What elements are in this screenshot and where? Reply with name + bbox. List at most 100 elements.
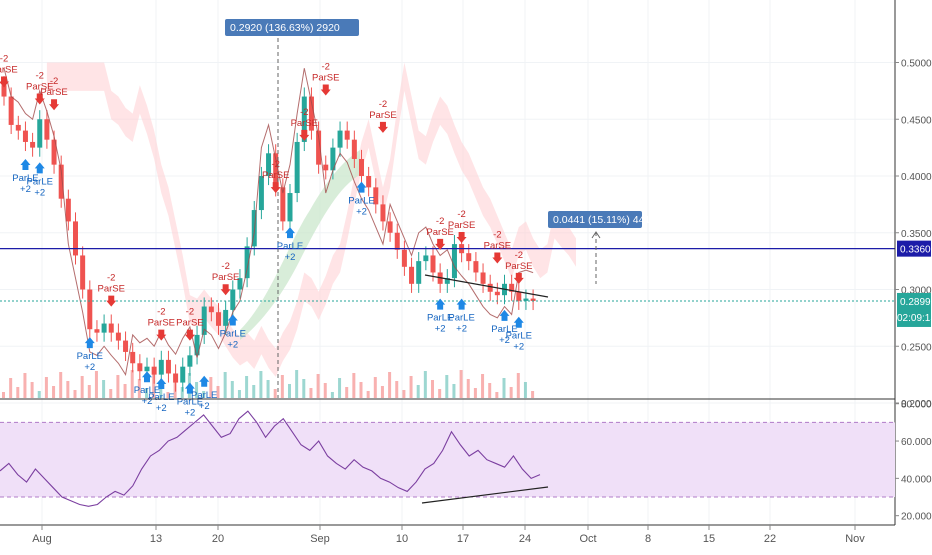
volume-bar: [273, 389, 277, 398]
candle-body: [308, 96, 314, 131]
candle-body: [44, 119, 50, 140]
volume-bar: [445, 375, 449, 398]
volume-bar: [166, 392, 170, 398]
strategy-signals: -2ParSE-2ParSE-2ParSE-2ParSE-2ParSE-2Par…: [0, 54, 533, 419]
volume-bar: [502, 378, 506, 398]
candle-body: [387, 221, 393, 233]
volume-bar: [209, 377, 213, 398]
volume-bar: [416, 385, 420, 398]
volume-bar: [516, 373, 520, 398]
signal-label-name: ParLE: [191, 390, 217, 401]
volume-bar: [59, 372, 63, 398]
candle-body: [466, 253, 472, 262]
volume-bar: [16, 387, 20, 398]
signal-label-name: ParLE: [491, 324, 517, 335]
y-tick-label: 0.2000: [901, 399, 932, 410]
signal-label-qty: +2: [227, 339, 238, 350]
sell-arrow-icon: [492, 252, 503, 264]
signal-label-name: ParLE: [12, 173, 38, 184]
signal-label-qty: -2: [0, 54, 8, 65]
buy-arrow-icon: [356, 181, 367, 193]
volume-bar: [473, 388, 477, 398]
volume-bar: [137, 379, 141, 398]
volume-bar: [66, 381, 70, 398]
rsi-pane: [0, 410, 895, 507]
candle-body: [258, 176, 264, 211]
candle-body: [73, 221, 78, 256]
measure-label: 0.0441 (15.11%) 441: [553, 214, 650, 226]
candle-body: [194, 334, 200, 356]
candle-body: [158, 359, 164, 375]
volume-bar: [37, 391, 41, 398]
candle-body: [51, 139, 57, 165]
trend-line: [424, 274, 549, 298]
signal-label-name: ParSE: [426, 227, 453, 238]
x-tick-label: 20: [212, 533, 224, 545]
buy-arrow-icon: [156, 378, 167, 390]
candles: [1, 76, 536, 392]
volume-bar: [531, 391, 535, 398]
candle-body: [237, 278, 243, 290]
sell-arrow-icon: [456, 232, 467, 244]
volume-bars: [2, 370, 535, 398]
candle-body: [366, 176, 372, 188]
signal-label-name: ParLE: [348, 196, 374, 207]
buy-arrow-icon: [435, 298, 446, 310]
sell-arrow-icon: [435, 238, 446, 250]
volume-bar: [509, 387, 513, 398]
candle-body: [201, 306, 207, 335]
sell-arrow-icon: [299, 129, 310, 141]
signal-label-qty: +2: [356, 207, 367, 218]
y-tick-label: 0.4000: [901, 172, 932, 183]
volume-bar: [44, 377, 48, 398]
volume-bar: [495, 392, 499, 398]
x-tick-label: 15: [703, 533, 715, 545]
volume-bar: [9, 378, 13, 398]
candle-body: [223, 309, 229, 326]
signal-label-name: ParLE: [506, 331, 532, 342]
signal-label-qty: +2: [20, 184, 31, 195]
volume-bar: [280, 375, 284, 398]
candle-body: [173, 373, 179, 383]
signal-label-name: ParLE: [177, 397, 203, 408]
candle-body: [101, 323, 107, 333]
axes: Aug 13 20 Sep 10 17 24 Oct 8 15 22 Nov 0.5000 0.4500 0…: [32, 59, 932, 546]
y-tick-label: 0.2500: [901, 342, 932, 353]
candle-body: [444, 278, 450, 284]
signal-label-qty: +2: [285, 252, 296, 263]
signal-label-qty: -2: [436, 216, 444, 227]
buy-arrow-icon: [499, 309, 510, 321]
volume-bar: [302, 379, 306, 398]
volume-bar: [330, 392, 334, 398]
x-tick-label: 24: [519, 533, 531, 545]
price-label-bg: [897, 240, 931, 257]
sell-arrow-icon: [49, 99, 60, 111]
signal-label-name: ParLE: [148, 392, 174, 403]
y-tick-label: 0.3000: [901, 286, 932, 297]
candle-body: [359, 158, 364, 176]
candle-body: [480, 272, 486, 284]
candle-body: [216, 312, 221, 326]
candle-body: [180, 366, 186, 383]
volume-bar: [145, 388, 148, 398]
volume-bar: [159, 383, 163, 398]
candle-body: [273, 153, 279, 188]
candle-body: [494, 291, 500, 296]
sar-line: [3, 68, 534, 376]
sell-arrow-icon: [270, 182, 281, 194]
measure-label-bg: [548, 211, 642, 228]
signal-label-qty: +2: [142, 396, 153, 407]
signal-label-name: ParLE: [134, 385, 160, 396]
volume-bar: [237, 390, 241, 398]
buy-arrow-icon: [285, 227, 295, 239]
volume-bar: [94, 371, 98, 398]
y-tick-label: 0.5000: [901, 59, 932, 70]
signal-label-name: ParSE: [291, 118, 318, 129]
signal-label-name: ParSE: [448, 220, 475, 231]
volume-bar: [52, 386, 56, 398]
signal-label-qty: +2: [499, 335, 510, 346]
candle-body: [330, 147, 336, 171]
candle-body: [409, 266, 415, 284]
